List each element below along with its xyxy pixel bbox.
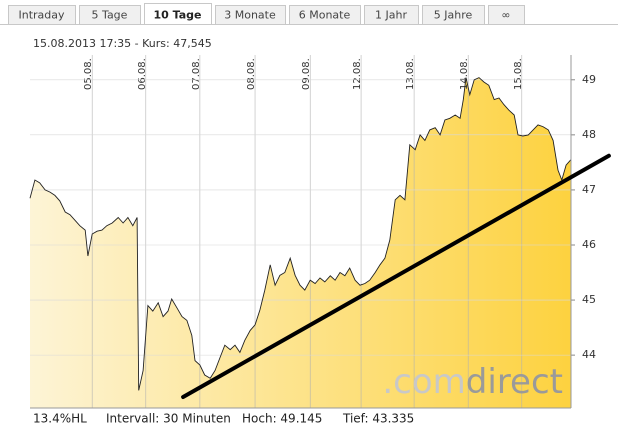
- plot: 05.08. 06.08. 07.08. 08.08. 09.08. 12.08. 13.0…: [29, 55, 596, 409]
- tab[interactable]: ∞: [488, 5, 525, 25]
- tab-box: [422, 5, 485, 25]
- footer-text: Hoch: 49.145: [242, 412, 322, 426]
- tab[interactable]: 5 Tage: [79, 5, 141, 25]
- x-tick-label: 06.08.: [137, 58, 148, 90]
- watermark-part: direct: [466, 362, 563, 402]
- tab-label: 3 Monate: [224, 9, 276, 22]
- x-tick-label: 07.08.: [191, 58, 202, 90]
- price-line: [29, 77, 572, 391]
- tab[interactable]: 10 Tage: [144, 3, 212, 25]
- tab[interactable]: Intraday: [8, 5, 76, 25]
- x-tick-label: 09.08.: [301, 58, 312, 90]
- tab-label: 10 Tage: [154, 9, 202, 22]
- y-tick-label: 49: [582, 73, 596, 86]
- footer-text: 13.4%HL: [33, 412, 87, 426]
- tab[interactable]: 1 Jahr: [364, 5, 419, 25]
- trendline: [181, 153, 611, 399]
- x-tick-label: 12.08.: [352, 58, 363, 90]
- tab-label: 5 Jahre: [434, 9, 473, 22]
- tab-box: [289, 5, 361, 25]
- x-tick-label: 08.08.: [246, 58, 257, 90]
- footer-text: Intervall: 30 Minuten: [106, 412, 231, 426]
- tab[interactable]: 3 Monate: [215, 5, 286, 25]
- tab-label: 1 Jahr: [375, 9, 407, 22]
- watermark: .comdirect: [382, 362, 563, 402]
- y-tick-label: 48: [582, 128, 596, 141]
- watermark-part: .com: [382, 362, 465, 402]
- tab-label: ∞: [501, 9, 510, 22]
- tab-box: [8, 5, 76, 25]
- area: [30, 77, 571, 408]
- tab-label: Intraday: [18, 9, 65, 22]
- tab-box: [215, 5, 286, 25]
- x-tick-label: 14.08.: [459, 58, 470, 90]
- tab-label: 5 Tage: [92, 9, 128, 22]
- tab-box: [488, 5, 525, 25]
- tab-box: [79, 5, 141, 25]
- tab-bar: Intraday 5 Tage 10 Tage 3 Monate 6 Monate 1 J…: [8, 3, 525, 25]
- x-tick-label: 13.08.: [405, 58, 416, 90]
- y-tick-label: 46: [582, 238, 596, 251]
- tab[interactable]: 5 Jahre: [422, 5, 485, 25]
- y-tick-label: 44: [582, 348, 596, 361]
- tab-box: [364, 5, 419, 25]
- header: 15.08.2013 17:35 - Kurs: 47,545: [33, 37, 212, 50]
- x-tick-label: 15.08.: [513, 58, 524, 90]
- tab[interactable]: 6 Monate: [289, 5, 361, 25]
- tab-box: [144, 3, 212, 25]
- footer-text: Tief: 43.335: [342, 412, 414, 426]
- tab-label: 6 Monate: [299, 9, 351, 22]
- y-tick-label: 47: [582, 183, 596, 196]
- x-tick-label: 05.08.: [83, 58, 94, 90]
- y-tick-label: 45: [582, 293, 596, 306]
